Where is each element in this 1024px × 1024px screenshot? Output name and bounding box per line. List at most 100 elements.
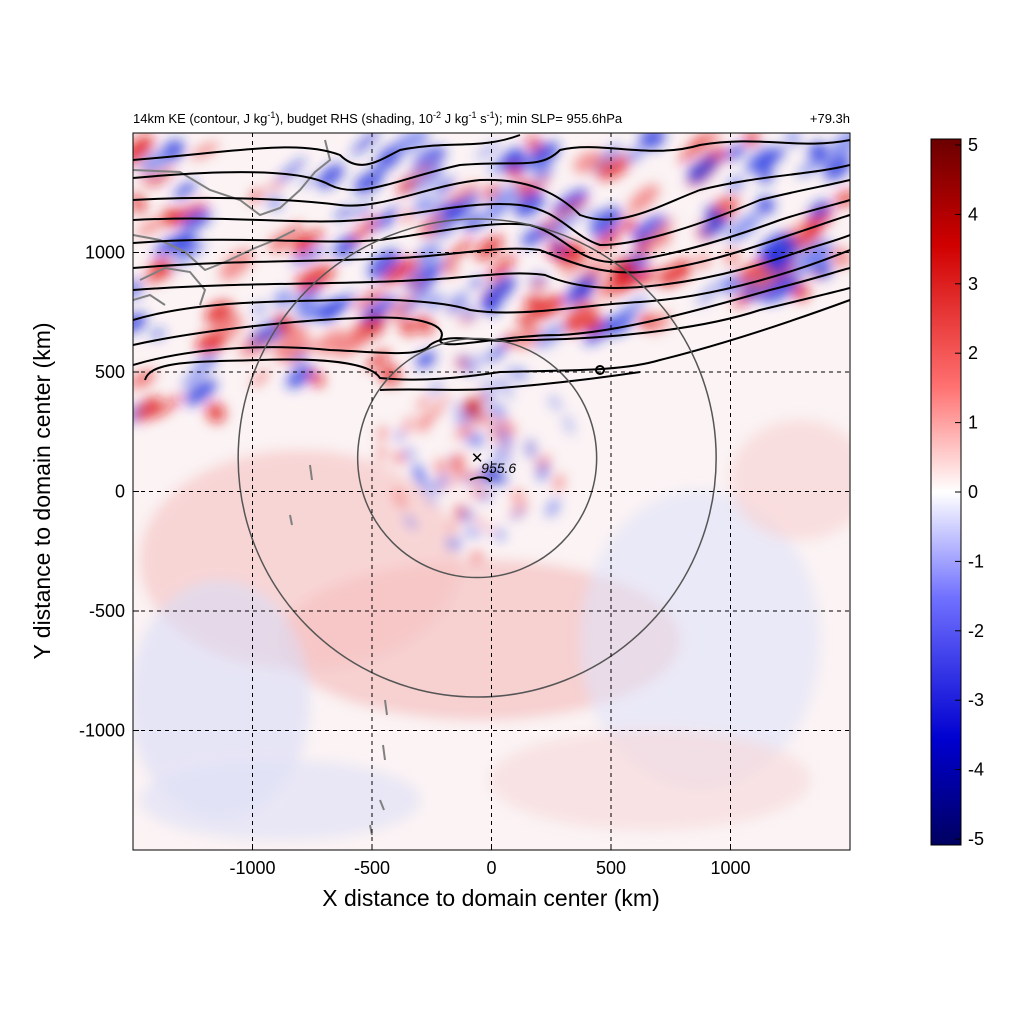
colorbar-tick-label: -2 bbox=[968, 621, 984, 641]
shading-blob bbox=[564, 274, 597, 307]
colorbar-tick-label: 1 bbox=[968, 413, 978, 433]
shading-blob bbox=[448, 522, 458, 532]
shading-blob bbox=[639, 133, 666, 150]
shading-blob bbox=[280, 560, 680, 720]
shading-blob bbox=[545, 498, 560, 517]
shading-blob bbox=[416, 242, 441, 266]
shading-blob bbox=[758, 232, 793, 261]
shading-blob bbox=[631, 215, 668, 244]
shading-blob bbox=[612, 296, 648, 325]
colorbar-tick-label: 2 bbox=[968, 343, 978, 363]
shading-blob bbox=[350, 216, 379, 244]
shading-blob bbox=[573, 151, 604, 173]
shading-blob bbox=[468, 435, 485, 447]
shading-blob bbox=[463, 399, 482, 418]
shading-blob bbox=[529, 294, 566, 321]
shading-blob bbox=[150, 329, 165, 339]
shading-blob bbox=[526, 439, 536, 459]
shading-blob bbox=[403, 448, 415, 459]
colorbar-tick-label: -3 bbox=[968, 690, 984, 710]
time-label: +79.3h bbox=[810, 111, 850, 126]
shading-blob bbox=[627, 184, 660, 214]
shading-blob bbox=[464, 472, 482, 482]
shading-blob bbox=[511, 490, 524, 503]
coastline-segment bbox=[379, 799, 385, 811]
ke-contour-line bbox=[144, 299, 850, 381]
range-ring-500km bbox=[356, 337, 598, 579]
shading-blob bbox=[442, 263, 459, 277]
x-tick-label: 1000 bbox=[710, 858, 750, 878]
shading-blob bbox=[531, 279, 546, 292]
shading-blob bbox=[134, 396, 162, 422]
range-ring-1000km bbox=[237, 218, 717, 698]
shading-blob bbox=[470, 488, 487, 497]
shading-blob bbox=[366, 350, 390, 370]
shading-blob bbox=[564, 414, 573, 435]
shading-blob bbox=[503, 391, 514, 398]
shading-blob bbox=[481, 295, 500, 315]
shading-blob bbox=[368, 249, 400, 280]
shading-blob bbox=[700, 215, 729, 238]
shading-blob bbox=[415, 351, 436, 369]
coastline-segment bbox=[139, 266, 207, 306]
shading-blob bbox=[426, 494, 437, 506]
shading-blob bbox=[785, 133, 801, 146]
shading-blob bbox=[756, 196, 775, 215]
shading-blob bbox=[452, 404, 462, 412]
colorbar-tick-label: -4 bbox=[968, 760, 984, 780]
shading-blob bbox=[515, 326, 542, 350]
chart-title: 14km KE (contour, J kg-1), budget RHS (s… bbox=[133, 110, 623, 126]
x-tick-label: 500 bbox=[596, 858, 626, 878]
x-tick-label: 0 bbox=[486, 858, 496, 878]
shading-blob bbox=[575, 289, 591, 304]
shading-blob bbox=[416, 396, 430, 410]
shading-blob bbox=[136, 216, 168, 237]
shading-blob bbox=[622, 217, 637, 232]
x-axis-ticks: -1000 -500 0 500 1000 bbox=[229, 844, 751, 878]
storm-center: ✕ 955.6 bbox=[471, 449, 517, 476]
shading-blob bbox=[585, 315, 603, 333]
shading-blob bbox=[456, 356, 472, 364]
plot-area bbox=[133, 133, 850, 850]
colorbar-tick-label: 5 bbox=[968, 135, 978, 155]
shading-blob bbox=[173, 181, 197, 200]
shading-blob bbox=[500, 147, 526, 173]
shading-blob bbox=[205, 301, 234, 326]
shading-blob bbox=[474, 518, 485, 524]
shading-blob bbox=[464, 367, 478, 375]
shading-blob bbox=[335, 206, 354, 220]
shading-blob bbox=[462, 528, 483, 536]
shading-blob bbox=[309, 370, 325, 387]
y-axis-ticks: -1000 -500 0 500 1000 bbox=[79, 243, 139, 741]
shading-blob bbox=[498, 419, 516, 437]
shading-blob bbox=[490, 433, 501, 443]
shading-blob bbox=[726, 176, 745, 192]
colorbar: 5 4 3 2 1 0 -1 -2 -3 -4 -5 bbox=[930, 135, 984, 849]
colorbar-tick-label: 0 bbox=[968, 482, 978, 502]
shading-blob bbox=[313, 296, 350, 320]
shading-blob bbox=[377, 426, 388, 441]
shading-blob bbox=[452, 455, 458, 468]
coastline-segment bbox=[289, 514, 293, 526]
x-axis-label: X distance to domain center (km) bbox=[322, 885, 659, 911]
shading-blob bbox=[419, 479, 431, 494]
ke-contour-line bbox=[133, 179, 850, 247]
shading-blob bbox=[206, 402, 226, 423]
shading-blob bbox=[192, 353, 218, 376]
shading-blob bbox=[424, 294, 445, 310]
shading-blob bbox=[511, 508, 526, 520]
shading-blob bbox=[495, 529, 505, 541]
shading-blob bbox=[447, 182, 480, 204]
shading-blob bbox=[161, 208, 178, 225]
shading-blob bbox=[580, 490, 820, 790]
shading-blob bbox=[456, 423, 475, 432]
ke-contour-line bbox=[133, 249, 850, 321]
ke-contour-line bbox=[133, 164, 850, 221]
shading-blob bbox=[425, 412, 433, 422]
shading-blob bbox=[449, 476, 460, 487]
shading-blob bbox=[596, 155, 631, 180]
y-tick-label: 500 bbox=[95, 362, 125, 382]
y-tick-label: 0 bbox=[115, 482, 125, 502]
shading-blob bbox=[133, 580, 310, 820]
shading-blob bbox=[306, 301, 325, 317]
